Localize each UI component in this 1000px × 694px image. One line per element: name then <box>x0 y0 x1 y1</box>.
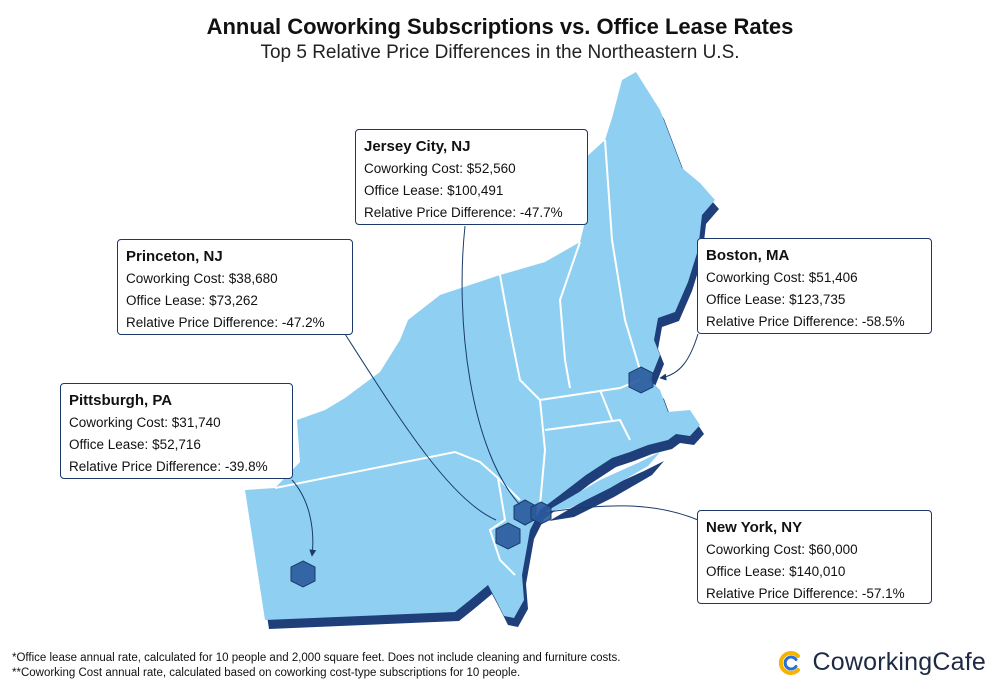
city-name: Boston, MA <box>706 247 790 264</box>
office-lease: Office Lease: $52,716 <box>69 437 201 452</box>
marker-princeton <box>495 522 521 550</box>
coworking-cost: Coworking Cost: $60,000 <box>706 542 858 557</box>
marker-new-york <box>530 501 552 525</box>
footnote-office-lease: *Office lease annual rate, calculated fo… <box>12 652 621 664</box>
office-lease: Office Lease: $123,735 <box>706 292 846 307</box>
marker-boston <box>628 366 654 394</box>
page-title: Annual Coworking Subscriptions vs. Offic… <box>206 14 794 39</box>
price-difference: Relative Price Difference: -39.8% <box>69 459 268 474</box>
connector-lines <box>291 225 699 557</box>
callout-pittsburgh: Pittsburgh, PA Coworking Cost: $31,740 O… <box>60 383 293 479</box>
connector-boston <box>659 333 699 381</box>
office-lease: Office Lease: $73,262 <box>126 293 258 308</box>
connector-jersey-city <box>461 225 521 506</box>
office-lease: Office Lease: $100,491 <box>364 183 504 198</box>
connector-pittsburgh <box>291 479 317 557</box>
page-subtitle: Top 5 Relative Price Differences in the … <box>260 42 740 63</box>
price-difference: Relative Price Difference: -47.2% <box>126 315 325 330</box>
price-difference: Relative Price Difference: -57.1% <box>706 586 905 601</box>
footnote-coworking-cost: **Coworking Cost annual rate, calculated… <box>12 667 521 679</box>
coworkingcafe-logo-icon <box>779 650 801 675</box>
connector-new-york <box>547 505 699 521</box>
map-land <box>245 72 715 620</box>
price-difference: Relative Price Difference: -47.7% <box>364 205 563 220</box>
coworking-cost: Coworking Cost: $31,740 <box>69 415 221 430</box>
logo-text: CoworkingCafe <box>812 648 986 676</box>
city-name: Princeton, NJ <box>126 248 223 265</box>
coworking-cost: Coworking Cost: $38,680 <box>126 271 278 286</box>
callout-jersey-city: Jersey City, NJ Coworking Cost: $52,560 … <box>355 129 588 225</box>
city-name: New York, NY <box>706 519 803 536</box>
long-island <box>545 452 660 512</box>
callout-new-york: New York, NY Coworking Cost: $60,000 Off… <box>697 510 932 604</box>
callout-princeton: Princeton, NJ Coworking Cost: $38,680 Of… <box>117 239 353 335</box>
coworking-cost: Coworking Cost: $52,560 <box>364 161 516 176</box>
price-difference: Relative Price Difference: -58.5% <box>706 314 905 329</box>
coworkingcafe-logo: CoworkingCafe <box>778 648 986 677</box>
city-name: Pittsburgh, PA <box>69 392 173 409</box>
northeast-landmass <box>245 72 715 620</box>
connector-princeton <box>344 333 497 521</box>
city-name: Jersey City, NJ <box>364 138 471 155</box>
office-lease: Office Lease: $140,010 <box>706 564 846 579</box>
city-markers <box>290 366 654 588</box>
callout-boston: Boston, MA Coworking Cost: $51,406 Offic… <box>697 238 932 334</box>
state-borders <box>274 139 641 576</box>
coworking-cost: Coworking Cost: $51,406 <box>706 270 858 285</box>
marker-pittsburgh <box>290 560 316 588</box>
